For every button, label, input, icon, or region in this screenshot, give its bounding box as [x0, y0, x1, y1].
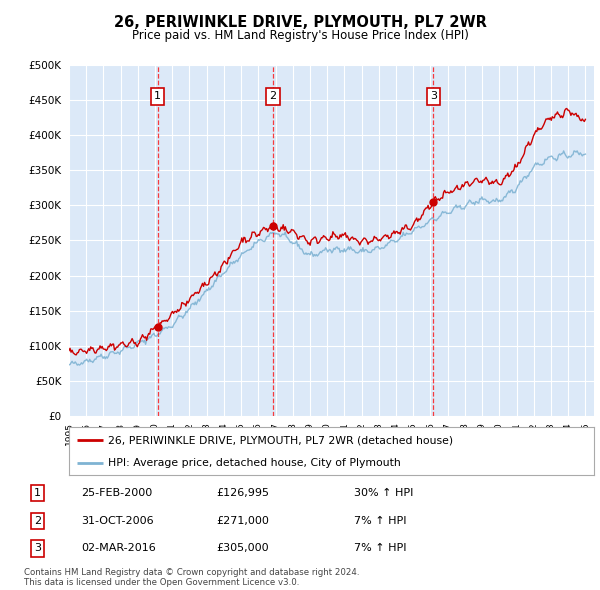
Text: 3: 3 [430, 91, 437, 101]
Text: 25-FEB-2000: 25-FEB-2000 [81, 488, 152, 498]
Text: HPI: Average price, detached house, City of Plymouth: HPI: Average price, detached house, City… [109, 458, 401, 468]
Text: 1: 1 [34, 488, 41, 498]
Text: £271,000: £271,000 [216, 516, 269, 526]
Text: 26, PERIWINKLE DRIVE, PLYMOUTH, PL7 2WR: 26, PERIWINKLE DRIVE, PLYMOUTH, PL7 2WR [113, 15, 487, 30]
Text: Contains HM Land Registry data © Crown copyright and database right 2024.: Contains HM Land Registry data © Crown c… [24, 568, 359, 577]
Text: 02-MAR-2016: 02-MAR-2016 [81, 543, 156, 553]
Text: 31-OCT-2006: 31-OCT-2006 [81, 516, 154, 526]
Text: 1: 1 [154, 91, 161, 101]
Text: Price paid vs. HM Land Registry's House Price Index (HPI): Price paid vs. HM Land Registry's House … [131, 29, 469, 42]
Text: 2: 2 [269, 91, 276, 101]
Text: 26, PERIWINKLE DRIVE, PLYMOUTH, PL7 2WR (detached house): 26, PERIWINKLE DRIVE, PLYMOUTH, PL7 2WR … [109, 435, 454, 445]
Text: 3: 3 [34, 543, 41, 553]
Text: £126,995: £126,995 [216, 488, 269, 498]
Text: £305,000: £305,000 [216, 543, 269, 553]
Text: This data is licensed under the Open Government Licence v3.0.: This data is licensed under the Open Gov… [24, 578, 299, 587]
Text: 30% ↑ HPI: 30% ↑ HPI [354, 488, 413, 498]
Text: 7% ↑ HPI: 7% ↑ HPI [354, 516, 407, 526]
Text: 2: 2 [34, 516, 41, 526]
Text: 7% ↑ HPI: 7% ↑ HPI [354, 543, 407, 553]
